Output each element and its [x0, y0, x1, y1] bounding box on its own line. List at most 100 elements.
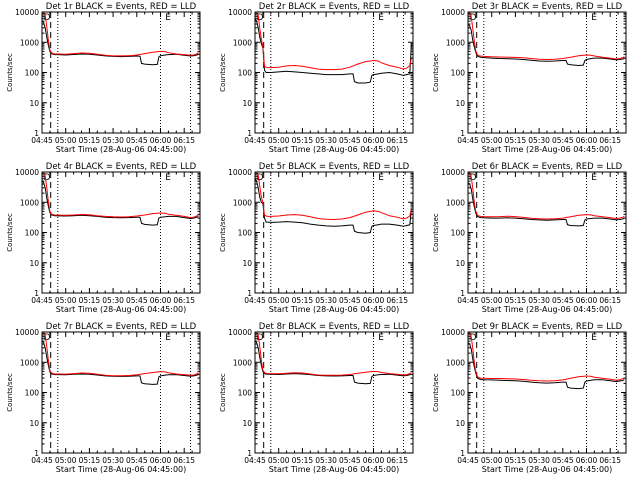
x-tick-label: 06:15	[599, 296, 621, 305]
lld-series-line	[468, 332, 625, 382]
x-tick-label: 05:15	[79, 456, 101, 465]
y-tick-label: 100	[451, 389, 466, 398]
x-tick-label: 05:00	[268, 136, 290, 145]
x-axis-label: Start Time (28-Aug-06 04:45:00)	[269, 465, 400, 474]
y-tick-label: 100	[25, 389, 40, 398]
y-tick-label: 1000	[233, 358, 252, 367]
x-tick-label: 06:00	[363, 136, 385, 145]
marker-label-e: E	[165, 173, 171, 183]
y-tick-label: 10000	[15, 8, 39, 17]
y-tick-label: 100	[238, 229, 253, 238]
marker-label-d: D	[44, 333, 51, 343]
x-tick-label: 05:30	[315, 456, 337, 465]
x-tick-label: 05:15	[505, 136, 527, 145]
x-axis-label: Start Time (28-Aug-06 04:45:00)	[56, 305, 187, 314]
lld-series-line	[42, 172, 199, 219]
marker-label-d: D	[470, 13, 477, 23]
y-axis-label: Counts/sec	[219, 213, 227, 252]
x-tick-label: 06:00	[150, 136, 172, 145]
lld-series-line	[42, 12, 199, 57]
y-tick-label: 10000	[228, 168, 252, 177]
x-tick-label: 06:00	[363, 296, 385, 305]
x-tick-label: 04:45	[457, 296, 479, 305]
y-axis-label: Counts/sec	[432, 53, 440, 92]
y-tick-label: 1	[34, 449, 39, 458]
x-tick-label: 05:45	[552, 456, 574, 465]
y-tick-label: 1	[460, 449, 465, 458]
x-tick-label: 05:45	[126, 456, 148, 465]
y-tick-label: 1000	[20, 198, 39, 207]
y-tick-label: 1	[460, 129, 465, 138]
y-tick-label: 1000	[20, 358, 39, 367]
events-series-line	[255, 340, 412, 385]
marker-label-d: D	[257, 333, 264, 343]
x-tick-label: 05:15	[505, 456, 527, 465]
y-tick-label: 1000	[446, 358, 465, 367]
x-axis-label: Start Time (28-Aug-06 04:45:00)	[482, 305, 613, 314]
x-axis-label: Start Time (28-Aug-06 04:45:00)	[482, 145, 613, 154]
y-tick-label: 10000	[441, 168, 465, 177]
x-tick-label: 05:30	[528, 296, 550, 305]
y-axis-label: Counts/sec	[432, 373, 440, 412]
y-tick-label: 10000	[228, 8, 252, 17]
y-tick-label: 1	[34, 129, 39, 138]
chart-title: Det 3r BLACK = Events, RED = LLD	[472, 2, 623, 12]
y-tick-label: 10000	[441, 8, 465, 17]
x-tick-label: 06:15	[386, 296, 408, 305]
chart-title: Det 4r BLACK = Events, RED = LLD	[46, 162, 197, 172]
x-tick-label: 06:15	[599, 456, 621, 465]
lld-series-line	[255, 12, 412, 71]
chart-title: Det 5r BLACK = Events, RED = LLD	[259, 162, 410, 172]
x-tick-label: 04:45	[244, 136, 266, 145]
x-tick-label: 05:00	[55, 136, 77, 145]
chart-title: Det 7r BLACK = Events, RED = LLD	[46, 322, 197, 332]
events-series-line	[42, 20, 199, 66]
x-tick-label: 05:00	[481, 136, 503, 145]
y-tick-label: 10000	[441, 328, 465, 337]
y-tick-label: 10	[242, 99, 252, 108]
marker-label-d: D	[470, 173, 477, 183]
x-axis-label: Start Time (28-Aug-06 04:45:00)	[56, 145, 187, 154]
x-tick-label: 05:00	[481, 456, 503, 465]
x-tick-label: 05:45	[339, 296, 361, 305]
x-tick-label: 05:45	[126, 136, 148, 145]
y-tick-label: 100	[25, 229, 40, 238]
y-tick-label: 1000	[446, 198, 465, 207]
x-axis-label: Start Time (28-Aug-06 04:45:00)	[269, 145, 400, 154]
y-tick-label: 1	[247, 129, 252, 138]
y-tick-label: 100	[238, 69, 253, 78]
x-tick-label: 05:30	[102, 136, 124, 145]
y-tick-label: 100	[451, 229, 466, 238]
y-tick-label: 10	[242, 419, 252, 428]
marker-label-d: D	[470, 333, 477, 343]
y-tick-label: 1000	[446, 38, 465, 47]
x-tick-label: 04:45	[457, 136, 479, 145]
y-tick-label: 100	[25, 69, 40, 78]
chart-title: Det 2r BLACK = Events, RED = LLD	[259, 2, 410, 12]
x-tick-label: 05:00	[55, 456, 77, 465]
x-tick-label: 05:15	[79, 296, 101, 305]
y-tick-label: 1	[460, 289, 465, 298]
x-tick-label: 04:45	[244, 456, 266, 465]
x-tick-label: 05:00	[268, 456, 290, 465]
marker-label-e: E	[378, 333, 384, 343]
x-tick-label: 04:45	[31, 296, 53, 305]
y-axis-label: Counts/sec	[6, 53, 14, 92]
y-tick-label: 10000	[228, 328, 252, 337]
y-tick-label: 1	[34, 289, 39, 298]
y-axis-label: Counts/sec	[6, 213, 14, 252]
marker-label-e: E	[378, 13, 384, 23]
x-tick-label: 05:30	[528, 456, 550, 465]
chart-title: Det 9r BLACK = Events, RED = LLD	[472, 322, 623, 332]
y-tick-label: 1	[247, 289, 252, 298]
marker-label-d: D	[44, 13, 51, 23]
y-tick-label: 10	[29, 419, 39, 428]
marker-label-d: D	[257, 173, 264, 183]
x-tick-label: 06:15	[386, 456, 408, 465]
x-tick-label: 05:00	[268, 296, 290, 305]
marker-label-d: D	[257, 13, 264, 23]
